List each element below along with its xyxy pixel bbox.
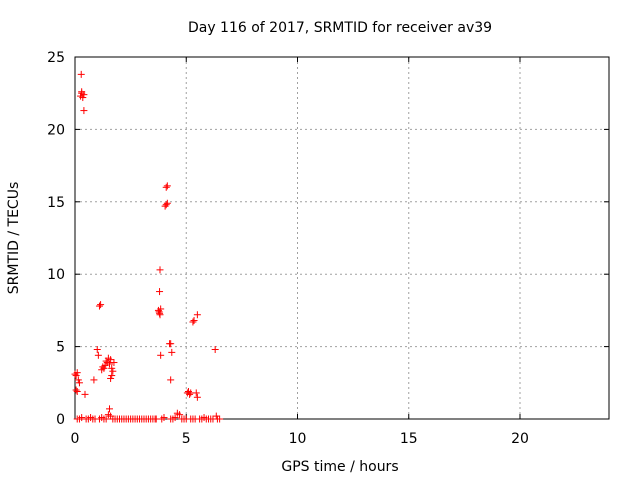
data-point bbox=[72, 372, 80, 380]
data-point bbox=[162, 201, 170, 209]
data-point bbox=[90, 376, 98, 384]
y-tick-label: 10 bbox=[47, 267, 65, 283]
data-point bbox=[110, 359, 118, 367]
grid-layer bbox=[75, 57, 609, 419]
y-tick-label: 15 bbox=[47, 195, 65, 211]
data-point bbox=[176, 411, 184, 419]
points-layer bbox=[71, 70, 224, 423]
data-point bbox=[78, 414, 86, 422]
data-point bbox=[193, 393, 201, 401]
data-point bbox=[212, 412, 220, 420]
data-point bbox=[72, 386, 80, 394]
data-point bbox=[75, 379, 83, 387]
data-point bbox=[162, 183, 170, 191]
data-point bbox=[95, 302, 103, 310]
data-point bbox=[193, 311, 201, 319]
data-point bbox=[156, 288, 164, 296]
data-point bbox=[81, 390, 89, 398]
data-point bbox=[156, 266, 164, 274]
y-tick-label: 20 bbox=[47, 122, 65, 138]
data-point bbox=[187, 415, 195, 423]
x-axis-label: GPS time / hours bbox=[281, 459, 398, 475]
data-point bbox=[94, 351, 102, 359]
data-point bbox=[167, 340, 175, 348]
y-tick-label: 25 bbox=[47, 50, 65, 66]
y-tick-label: 0 bbox=[56, 412, 65, 428]
x-tick-label: 20 bbox=[511, 431, 529, 447]
data-point bbox=[102, 415, 110, 423]
data-point bbox=[80, 107, 88, 115]
data-point bbox=[107, 374, 115, 382]
y-axis-label: SRMTID / TECUs bbox=[6, 182, 22, 295]
data-point bbox=[190, 317, 198, 325]
data-point bbox=[192, 389, 200, 397]
data-point bbox=[105, 360, 113, 368]
data-point bbox=[160, 414, 168, 422]
data-point bbox=[171, 414, 179, 422]
data-point bbox=[186, 390, 194, 398]
data-point bbox=[155, 308, 163, 316]
x-tick-label: 5 bbox=[182, 431, 191, 447]
data-point bbox=[100, 364, 108, 372]
data-point bbox=[167, 376, 175, 384]
data-point bbox=[216, 415, 224, 423]
ticks-layer: 0 5 10 15 20 0 5 10 15 20 25 bbox=[47, 50, 609, 447]
data-point bbox=[77, 70, 85, 78]
data-point bbox=[189, 318, 197, 326]
data-point bbox=[157, 305, 165, 313]
data-point bbox=[168, 348, 176, 356]
data-point bbox=[163, 199, 171, 207]
data-point bbox=[163, 182, 171, 190]
data-point bbox=[78, 88, 86, 96]
data-point bbox=[157, 351, 165, 359]
x-tick-label: 10 bbox=[289, 431, 307, 447]
data-point bbox=[156, 311, 164, 319]
data-point bbox=[73, 387, 81, 395]
data-point bbox=[79, 94, 87, 102]
x-tick-label: 0 bbox=[71, 431, 80, 447]
data-point bbox=[97, 301, 105, 309]
x-tick-label: 15 bbox=[400, 431, 418, 447]
plot-frame bbox=[74, 56, 610, 420]
data-point bbox=[211, 345, 219, 353]
data-point bbox=[109, 367, 117, 375]
y-tick-label: 5 bbox=[56, 340, 65, 356]
data-point bbox=[93, 345, 101, 353]
data-point bbox=[74, 376, 82, 384]
data-point bbox=[108, 364, 116, 372]
data-point bbox=[107, 356, 115, 364]
data-point bbox=[105, 405, 113, 413]
data-point bbox=[73, 369, 81, 377]
data-point bbox=[108, 372, 116, 380]
chart-title: Day 116 of 2017, SRMTID for receiver av3… bbox=[188, 20, 492, 36]
